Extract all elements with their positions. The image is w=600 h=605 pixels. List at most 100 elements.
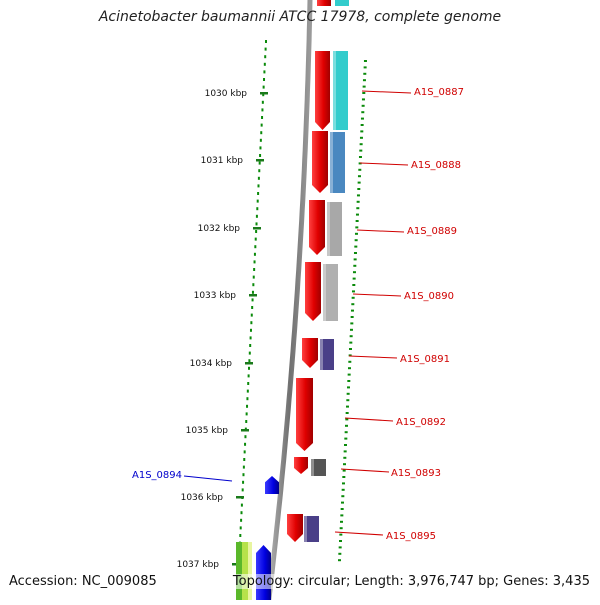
track-dot [360, 124, 364, 126]
track-dot [354, 239, 358, 242]
feature-block [311, 459, 326, 476]
track-dot [353, 258, 357, 261]
track-dot [340, 501, 344, 504]
track-dot [349, 335, 353, 338]
gene-track [236, 0, 331, 600]
track-dot [258, 169, 261, 173]
track-dot [341, 495, 345, 498]
track-dot [249, 336, 252, 340]
track-dot [264, 55, 267, 59]
feature-block [320, 339, 334, 370]
track-dot [262, 85, 265, 89]
track-dot [353, 264, 357, 267]
track-dot [362, 92, 366, 94]
feature-block [248, 542, 252, 600]
cds-arrow [317, 0, 331, 6]
map-title: Acinetobacter baumannii ATCC 17978, comp… [98, 9, 502, 25]
track-dot [345, 412, 349, 414]
gene-label[interactable]: A1S_0889 [407, 226, 457, 237]
feature-block [333, 51, 348, 130]
track-dot [339, 527, 343, 530]
feature-block [327, 202, 342, 256]
track-dot [261, 100, 264, 104]
track-dot [352, 271, 356, 274]
track-dot [255, 222, 258, 226]
gene-label[interactable]: A1S_0892 [396, 417, 446, 428]
track-dot [343, 456, 347, 459]
track-dot [338, 552, 342, 555]
track-dot [254, 237, 257, 241]
track-dot [253, 252, 256, 256]
track-dot [239, 526, 242, 530]
track-dot [347, 373, 351, 376]
track-dot [243, 458, 246, 461]
track-dot [257, 192, 260, 195]
track-dot [242, 480, 245, 484]
track-dot [257, 184, 260, 188]
gene-leader-line [334, 531, 384, 536]
track-dot [256, 199, 259, 203]
track-dot [360, 130, 364, 133]
track-dot [342, 476, 346, 478]
gene-label[interactable]: A1S_0894 [132, 470, 182, 481]
track-dot [363, 72, 367, 75]
track-dot [351, 296, 355, 299]
track-dot [256, 207, 259, 211]
track-dot [249, 344, 252, 347]
cds-arrow-forward [312, 131, 328, 193]
track-dot [353, 252, 357, 254]
track-dot [361, 98, 365, 101]
track-dot [244, 435, 247, 439]
track-dot [239, 534, 242, 537]
track-dot [240, 503, 243, 507]
track-dot [351, 290, 355, 293]
track-dot [252, 283, 255, 287]
gene-label[interactable]: A1S_0891 [400, 354, 450, 365]
track-dot [240, 511, 243, 515]
track-dot [342, 469, 346, 472]
track-dot [263, 78, 266, 81]
gene-leader-line [183, 475, 233, 482]
track-dot [349, 328, 353, 331]
cds-arrow-forward [305, 262, 321, 321]
track-dot [350, 322, 354, 325]
track-dot [245, 420, 248, 423]
track-dot [339, 533, 343, 536]
track-dot [354, 232, 358, 235]
track-dot [358, 168, 362, 171]
ruler-tick-label: 1034 kbp [190, 359, 233, 369]
gene-label[interactable]: A1S_0887 [414, 87, 464, 98]
track-dot [263, 70, 266, 74]
backbone-arc [266, 0, 313, 601]
track-dot [244, 442, 247, 446]
ruler-tick-label: 1030 kbp [205, 89, 248, 99]
track-dot [359, 136, 363, 139]
gene-leader-line [359, 162, 409, 166]
track-dot [339, 520, 343, 523]
track-dot [355, 226, 359, 229]
track-dot [340, 508, 344, 510]
track-dot [253, 268, 256, 271]
track-dot [352, 284, 356, 286]
track-dot [350, 309, 354, 312]
track-dot [253, 260, 256, 264]
track-dot [357, 181, 361, 184]
gene-leader-line [356, 229, 405, 233]
track-dot [361, 111, 365, 114]
gene-label[interactable]: A1S_0888 [411, 160, 461, 171]
feature-block [236, 542, 242, 600]
track-dot [338, 559, 342, 562]
ruler-tick [241, 429, 249, 432]
track-dot [246, 389, 249, 393]
ruler-tick [253, 227, 261, 230]
track-dot [242, 473, 245, 477]
gene-label[interactable]: A1S_0895 [386, 531, 436, 542]
gene-label[interactable]: A1S_0890 [404, 291, 454, 302]
gene-label[interactable]: A1S_0893 [391, 468, 441, 479]
track-dot [251, 298, 254, 302]
feature-highlight [327, 202, 330, 256]
track-dot [362, 79, 366, 82]
track-dot [265, 40, 267, 43]
ruler-tick-label: 1033 kbp [194, 291, 237, 301]
